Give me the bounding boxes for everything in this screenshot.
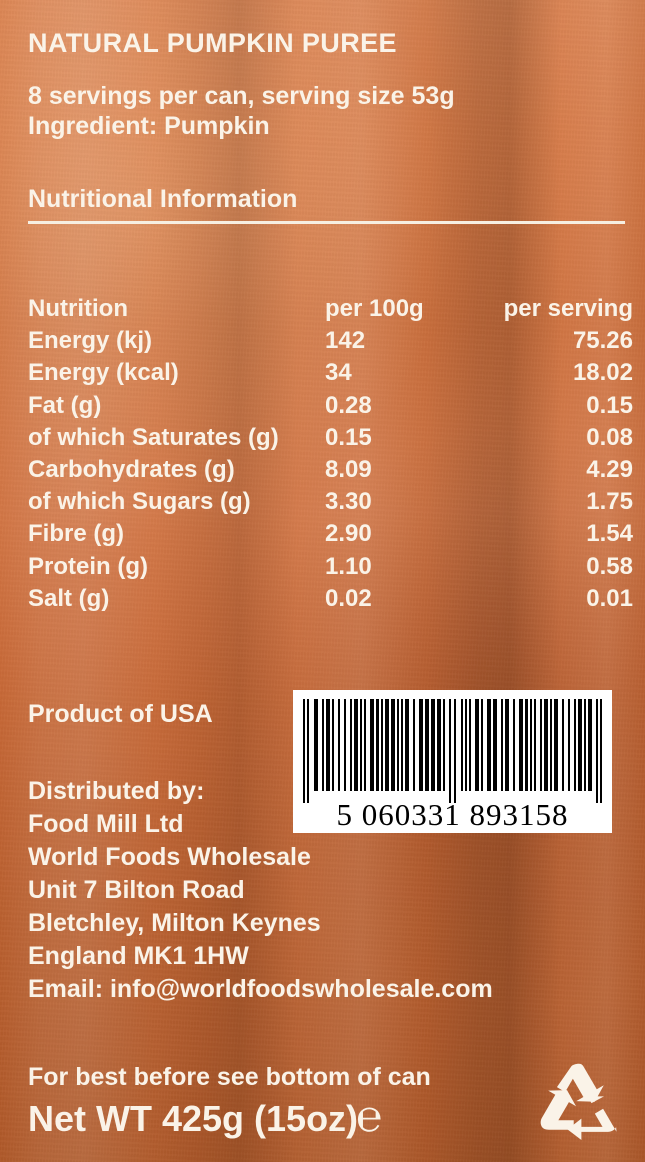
table-row: Energy (kcal) 34 18.02 [28,357,633,389]
nutrient-label: Protein (g) [28,552,148,580]
nutrient-per-serving: 75.26 [572,327,633,355]
distributor-line: Bletchley, Milton Keynes [28,909,321,937]
column-header-per-100g: per 100g [325,295,424,323]
nutrient-per-serving: 4.29 [586,456,633,484]
nutrient-per-100g: 0.02 [325,584,372,612]
column-header-nutrition: Nutrition [28,295,128,323]
nutrient-per-100g: 8.09 [325,456,372,484]
nutrient-label: Fibre (g) [28,520,124,548]
nutrient-per-serving: 1.54 [586,520,633,548]
table-row: Carbohydrates (g) 8.09 4.29 [28,454,633,486]
table-row: Salt (g) 0.02 0.01 [28,583,633,615]
table-row: of which Sugars (g) 3.30 1.75 [28,486,633,518]
barcode: 5 060331 893158 [293,690,612,833]
recycle-icon [540,1063,617,1140]
table-row: Energy (kj) 142 75.26 [28,325,633,357]
nutrient-per-100g: 3.30 [325,488,372,516]
nutrient-label: of which Sugars (g) [28,488,251,516]
nutrient-per-100g: 2.90 [325,520,372,548]
net-weight-text: Net WT 425g (15oz) [28,1098,359,1139]
product-title: NATURAL PUMPKIN PUREE [28,28,397,58]
table-row: Fibre (g) 2.90 1.54 [28,518,633,550]
nutrient-per-serving: 18.02 [572,359,633,387]
nutrient-per-100g: 0.28 [325,391,372,419]
nutrient-label: Carbohydrates (g) [28,456,235,484]
distributor-line: Food Mill Ltd [28,810,184,838]
nutrient-per-100g: 142 [325,327,366,355]
table-row: of which Saturates (g) 0.15 0.08 [28,422,633,454]
nutrient-label: Salt (g) [28,584,110,612]
nutrient-label: of which Saturates (g) [28,423,279,451]
serving-information: 8 servings per can, serving size 53g [28,82,455,110]
nutrition-table: Nutrition per 100g per serving Energy (k… [28,293,633,615]
nutrient-label: Energy (kcal) [28,359,179,387]
nutrient-per-100g: 0.15 [325,423,372,451]
nutrient-per-100g: 34 [325,359,352,387]
nutrient-per-100g: 1.10 [325,552,372,580]
ingredient-list: Ingredient: Pumpkin [28,112,270,140]
distributor-line: England MK1 1HW [28,942,249,970]
table-row: Protein (g) 1.10 0.58 [28,551,633,583]
distributor-line: World Foods Wholesale [28,843,311,871]
country-of-origin: Product of USA [28,700,213,728]
distributor-line: Distributed by: [28,777,205,805]
nutrient-per-serving: 0.01 [586,584,633,612]
nutrient-per-serving: 0.58 [586,552,633,580]
heading-divider [28,221,625,224]
distributor-line: Unit 7 Bilton Road [28,876,245,904]
nutrient-label: Energy (kj) [28,327,153,355]
nutrition-heading: Nutritional Information [28,185,298,213]
table-row: Fat (g) 0.28 0.15 [28,390,633,422]
net-weight-row: Net WT 425g (15oz) ℮ [28,1095,382,1140]
best-before-text: For best before see bottom of can [28,1063,431,1091]
nutrient-label: Fat (g) [28,391,102,419]
table-header-row: Nutrition per 100g per serving [28,293,633,325]
column-header-per-serving: per serving [503,295,633,323]
barcode-bars [303,699,602,803]
nutrient-per-serving: 1.75 [586,488,633,516]
nutrient-per-serving: 0.08 [586,423,633,451]
estimated-sign-icon: ℮ [356,1092,383,1141]
distributor-address: Distributed by: Food Mill Ltd World Food… [28,775,493,1006]
nutrient-per-serving: 0.15 [586,391,633,419]
barcode-digits: 5 060331 893158 [336,797,569,832]
distributor-email: Email: info@worldfoodswholesale.com [28,975,493,1003]
